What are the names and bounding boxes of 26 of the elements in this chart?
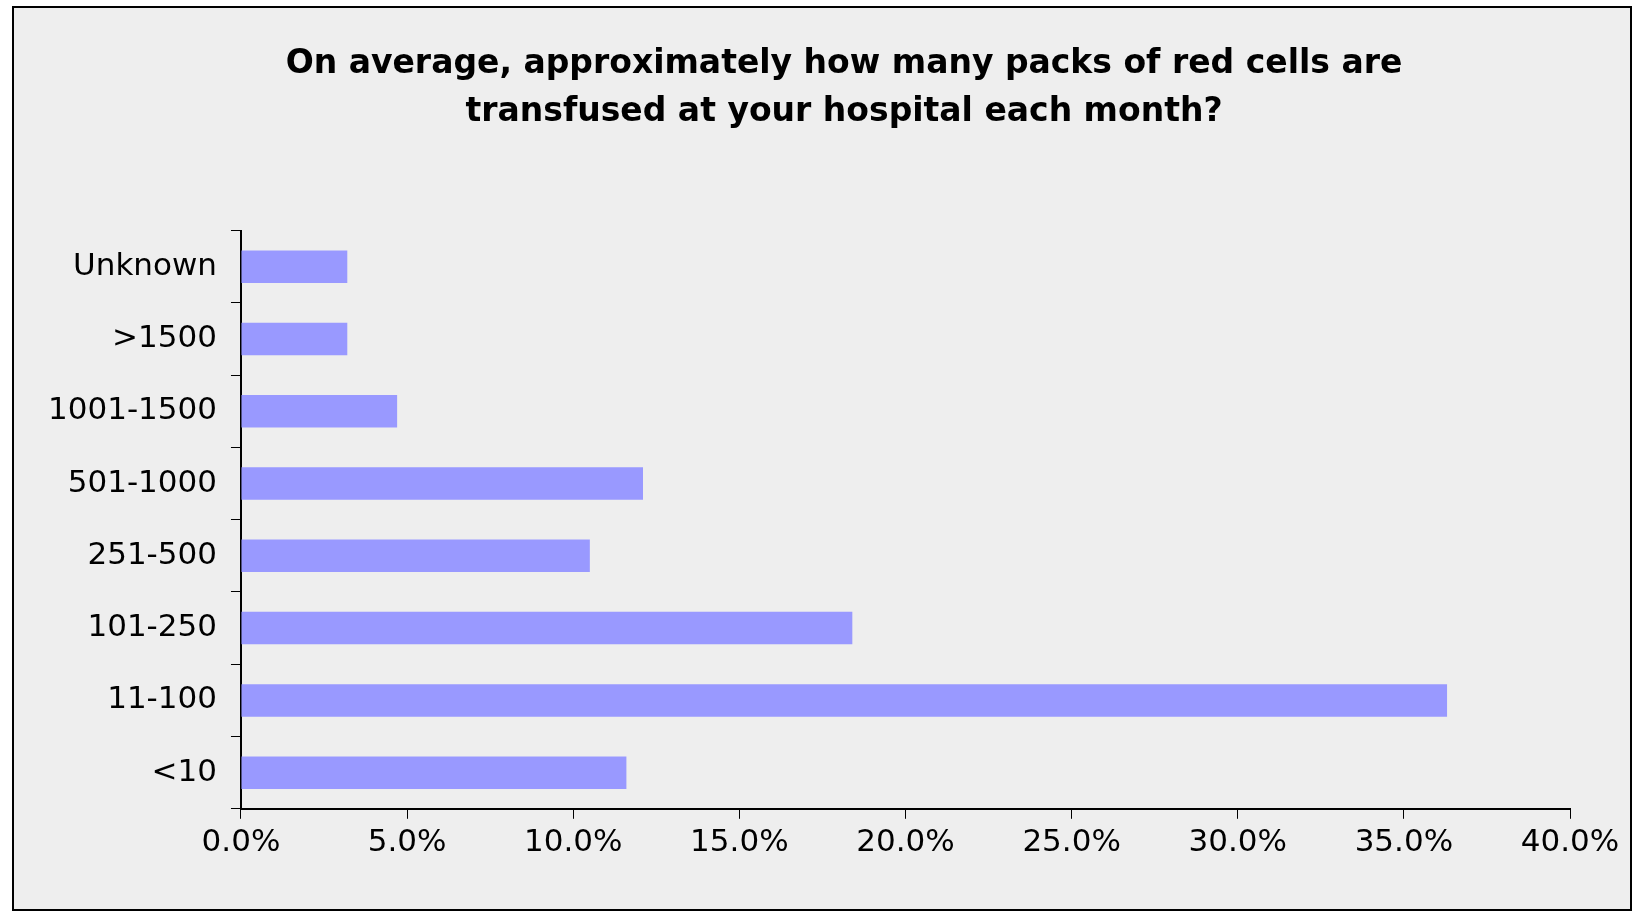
x-tick-label: 5.0% bbox=[367, 822, 447, 859]
bar bbox=[241, 756, 627, 789]
x-tick-label: 15.0% bbox=[690, 822, 789, 859]
y-tick-label: 251-500 bbox=[87, 534, 217, 571]
bar bbox=[241, 322, 348, 356]
y-tick-label: Unknown bbox=[73, 245, 217, 282]
y-tick-label: >1500 bbox=[112, 318, 217, 355]
bar bbox=[241, 611, 853, 645]
bar bbox=[241, 395, 398, 428]
bar bbox=[241, 250, 348, 283]
chart-title: On average, approximately how many packs of red cells are transfused at your hospital each month? bbox=[284, 41, 1404, 131]
y-tick-label: 11-100 bbox=[107, 679, 217, 716]
y-tick-label: 1001-1500 bbox=[47, 390, 217, 427]
x-tick-label: 25.0% bbox=[1022, 822, 1121, 859]
x-tick-label: 0.0% bbox=[201, 822, 281, 859]
bar bbox=[241, 467, 643, 500]
x-tick-label: 20.0% bbox=[856, 822, 955, 859]
x-tick-label: 10.0% bbox=[523, 822, 623, 859]
x-tick-label: 40.0% bbox=[1520, 822, 1620, 859]
x-tick-label: 35.0% bbox=[1354, 822, 1454, 859]
bar bbox=[241, 684, 1448, 717]
bar bbox=[241, 539, 590, 573]
y-tick-label: 501-1000 bbox=[67, 462, 217, 499]
y-tick-label: <10 bbox=[151, 751, 217, 788]
x-tick-label: 30.0% bbox=[1188, 822, 1287, 859]
y-tick-label: 101-250 bbox=[87, 607, 217, 644]
